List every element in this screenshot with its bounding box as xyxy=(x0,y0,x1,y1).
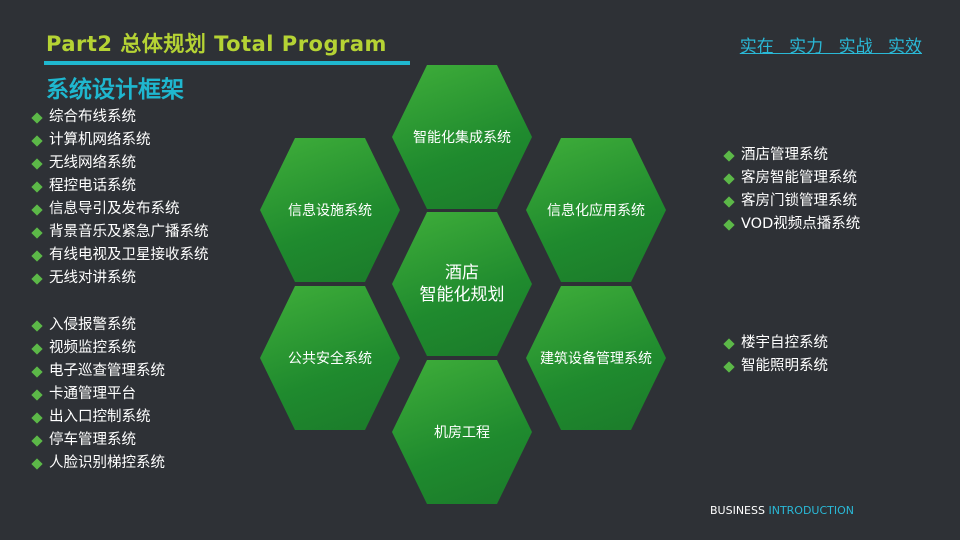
left-list-2: 入侵报警系统 视频监控系统电子巡查管理系统 卡通管理平台 出入口控制系统 停车管理系统人… xyxy=(30,314,165,475)
hex-top: 智能化集成系统 xyxy=(392,65,532,209)
list-item: 视频监控系统 xyxy=(30,337,165,360)
list-item: VOD视频点播系统 xyxy=(722,213,860,236)
list-item-label: 客房门锁管理系统 xyxy=(741,193,857,209)
list-item-label: 智能照明系统 xyxy=(741,358,828,374)
diamond-bullet-icon xyxy=(31,434,43,447)
list-item-label: 信息导引及发布系统 xyxy=(49,201,180,217)
diamond-bullet-icon xyxy=(723,337,735,350)
footer-introduction: INTRODUCTION xyxy=(768,504,855,517)
tagline-link[interactable]: 实在 实力 实战 实效 xyxy=(739,37,922,57)
list-item-label: VOD视频点播系统 xyxy=(741,216,861,232)
list-item-label: 无线网络系统 xyxy=(49,155,136,171)
diamond-bullet-icon xyxy=(723,149,735,162)
list-item-label: 计算机网络系统 xyxy=(49,132,151,148)
hex-right-top: 信息化应用系统 xyxy=(526,138,666,282)
list-item: 人脸识别梯控系统 xyxy=(30,452,165,475)
diamond-bullet-icon xyxy=(723,195,735,208)
left-list-1: 综合布线系统 计算机网络系统 无线网络系统 程控电话系统信息导引及发布系统背景音乐及紧… xyxy=(30,106,209,290)
hex-left-bottom: 公共安全系统 xyxy=(260,286,400,430)
center-line1: 酒店 xyxy=(445,263,479,283)
diamond-bullet-icon xyxy=(31,342,43,355)
list-item-label: 程控电话系统 xyxy=(49,178,136,194)
diamond-bullet-icon xyxy=(31,134,43,147)
diamond-bullet-icon xyxy=(31,365,43,378)
list-item: 出入口控制系统 xyxy=(30,406,165,429)
list-item: 客房智能管理系统 xyxy=(722,167,860,190)
list-item-label: 电子巡查管理系统 xyxy=(49,363,165,379)
list-item: 停车管理系统 xyxy=(30,429,165,452)
list-item: 信息导引及发布系统 xyxy=(30,198,209,221)
diamond-bullet-icon xyxy=(31,226,43,239)
diamond-bullet-icon xyxy=(31,272,43,285)
right-list-2: 楼宇自控系统 智能照明系统 xyxy=(722,332,828,378)
diamond-bullet-icon xyxy=(31,249,43,262)
list-item-label: 停车管理系统 xyxy=(49,432,136,448)
diamond-bullet-icon xyxy=(31,319,43,332)
footer-label: BUSINESS INTRODUCTION xyxy=(710,504,854,517)
list-item: 入侵报警系统 xyxy=(30,314,165,337)
title-divider xyxy=(44,61,410,65)
diamond-bullet-icon xyxy=(723,360,735,373)
list-item: 酒店管理系统 xyxy=(722,144,860,167)
diamond-bullet-icon xyxy=(31,157,43,170)
list-item: 程控电话系统 xyxy=(30,175,209,198)
diamond-bullet-icon xyxy=(31,457,43,470)
hex-bottom: 机房工程 xyxy=(392,360,532,504)
diamond-bullet-icon xyxy=(723,172,735,185)
page-title: Part2 总体规划 Total Program xyxy=(46,32,387,56)
list-item-label: 出入口控制系统 xyxy=(49,409,151,425)
list-item-label: 酒店管理系统 xyxy=(741,147,828,163)
section-subtitle: 系统设计框架 xyxy=(46,77,184,103)
list-item: 有线电视及卫星接收系统 xyxy=(30,244,209,267)
list-item-label: 卡通管理平台 xyxy=(49,386,136,402)
list-item: 智能照明系统 xyxy=(722,355,828,378)
list-item-label: 有线电视及卫星接收系统 xyxy=(49,247,209,263)
list-item-label: 综合布线系统 xyxy=(49,109,136,125)
footer-business: BUSINESS xyxy=(710,504,765,517)
hex-left-top: 信息设施系统 xyxy=(260,138,400,282)
list-item: 无线网络系统 xyxy=(30,152,209,175)
list-item-label: 楼宇自控系统 xyxy=(741,335,828,351)
right-list-1: 酒店管理系统客房智能管理系统 客房门锁管理系统 VOD视频点播系统 xyxy=(722,144,860,236)
diamond-bullet-icon xyxy=(723,218,735,231)
list-item: 楼宇自控系统 xyxy=(722,332,828,355)
hex-center: 酒店 智能化规划 xyxy=(392,212,532,356)
hex-right-bottom: 建筑设备管理系统 xyxy=(526,286,666,430)
diamond-bullet-icon xyxy=(31,111,43,124)
diamond-bullet-icon xyxy=(31,180,43,193)
list-item: 电子巡查管理系统 xyxy=(30,360,165,383)
list-item-label: 人脸识别梯控系统 xyxy=(49,455,165,471)
diamond-bullet-icon xyxy=(31,411,43,424)
list-item-label: 无线对讲系统 xyxy=(49,270,136,286)
list-item-label: 背景音乐及紧急广播系统 xyxy=(49,224,209,240)
list-item: 背景音乐及紧急广播系统 xyxy=(30,221,209,244)
list-item-label: 入侵报警系统 xyxy=(49,317,136,333)
list-item: 无线对讲系统 xyxy=(30,267,209,290)
diamond-bullet-icon xyxy=(31,388,43,401)
list-item: 综合布线系统 xyxy=(30,106,209,129)
diamond-bullet-icon xyxy=(31,203,43,216)
list-item-label: 视频监控系统 xyxy=(49,340,136,356)
list-item: 计算机网络系统 xyxy=(30,129,209,152)
center-line2: 智能化规划 xyxy=(419,285,505,305)
list-item-label: 客房智能管理系统 xyxy=(741,170,857,186)
list-item: 卡通管理平台 xyxy=(30,383,165,406)
list-item: 客房门锁管理系统 xyxy=(722,190,860,213)
